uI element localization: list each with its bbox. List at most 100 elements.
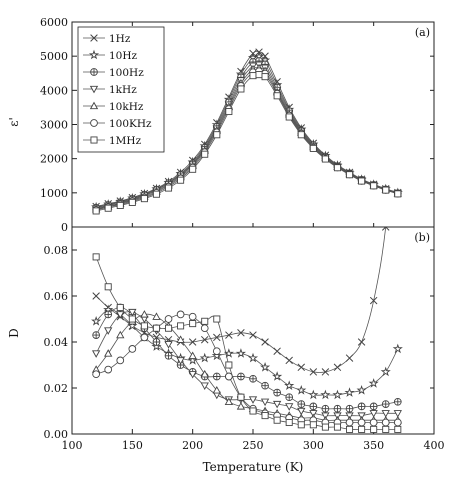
data-point-b-100hz [212, 372, 221, 381]
data-point-a-1mhz [152, 190, 160, 198]
data-point-a-1mhz [297, 131, 305, 139]
legend-marker [90, 34, 98, 42]
data-point-b-10khz [140, 310, 149, 318]
y-tick-label-b: 0.00 [44, 428, 69, 441]
data-point-b-1hz [357, 338, 366, 346]
data-point-b-1mhz [213, 315, 221, 323]
data-point-b-100hz [285, 393, 294, 401]
data-point-b-100hz [393, 398, 402, 406]
legend-marker [90, 119, 98, 127]
data-point-b-1mhz [333, 423, 341, 431]
data-point-b-100hz [261, 381, 269, 390]
data-point-a-1mhz [382, 186, 390, 194]
data-point-b-1mhz [92, 253, 100, 261]
legend: 1Hz 10Hz 100Hz 1kHz 10kHz 100KHz 1MHz [77, 26, 165, 153]
data-point-b-1khz [369, 410, 378, 418]
data-point-b-1hz [213, 333, 221, 342]
data-point-b-1mhz [382, 425, 390, 433]
legend-marker [89, 101, 99, 110]
data-point-a-1mhz [140, 195, 148, 203]
panel-b-y-axis-label: D [7, 328, 21, 338]
data-point-b-1khz [104, 327, 113, 335]
data-point-b-1mhz [225, 361, 233, 369]
data-point-b-100khz [369, 418, 378, 427]
data-point-b-1hz [261, 338, 269, 346]
data-point-b-1khz [176, 357, 185, 365]
data-point-b-100hz [152, 338, 161, 346]
data-point-b-100khz [92, 370, 100, 379]
data-point-b-100hz [237, 372, 245, 381]
data-point-b-1khz [116, 311, 125, 319]
data-point-b-1mhz [128, 315, 136, 323]
data-point-b-1mhz [152, 324, 160, 332]
x-tick-label: 250 [243, 439, 264, 452]
panel-b-series [91, 86, 403, 433]
data-point-b-1mhz [249, 407, 257, 415]
data-point-a-1mhz [201, 150, 209, 158]
data-point-b-1khz [381, 410, 390, 418]
data-point-b-10khz [152, 312, 161, 320]
data-point-a-1mhz [333, 164, 341, 172]
data-point-b-10khz [188, 351, 197, 359]
legend-entry: 1Hz [109, 33, 131, 45]
y-tick-label-a: 3000 [40, 119, 68, 132]
data-point-b-100hz [333, 404, 342, 413]
data-point-b-1hz [369, 296, 378, 305]
data-point-b-10khz [236, 402, 246, 410]
data-point-a-1mhz [255, 71, 263, 79]
data-point-b-100hz [273, 388, 281, 397]
data-point-b-100khz [188, 312, 197, 321]
data-point-b-1khz [128, 308, 137, 317]
data-point-a-1mhz [237, 85, 245, 93]
y-tick-label-a: 0 [61, 221, 68, 234]
data-point-a-1mhz [92, 207, 100, 215]
data-point-b-10hz [296, 384, 307, 395]
data-point-b-1hz [285, 356, 293, 365]
data-point-b-10khz [176, 335, 185, 343]
data-point-b-100hz [381, 400, 390, 408]
data-point-b-1hz [309, 368, 318, 376]
data-point-a-1mhz [285, 113, 293, 121]
data-point-b-10hz [284, 380, 295, 390]
data-point-a-1mhz [394, 190, 402, 198]
data-point-b-1khz [272, 400, 282, 409]
data-point-b-1mhz [273, 416, 281, 424]
data-point-a-1mhz [249, 72, 257, 80]
data-point-b-10hz [223, 348, 234, 358]
data-point-b-100khz [345, 418, 354, 427]
data-point-b-100hz [164, 352, 173, 360]
legend-marker [90, 68, 98, 76]
y-tick-label-a: 2000 [40, 153, 68, 166]
y-tick-label-a: 1000 [40, 187, 68, 200]
data-point-b-1hz [394, 86, 401, 93]
data-point-b-100hz [309, 402, 318, 411]
data-point-b-1hz [249, 331, 257, 339]
data-point-a-1mhz [165, 184, 173, 192]
data-point-b-1hz [297, 363, 306, 372]
y-tick-label-b: 0.08 [44, 244, 69, 257]
y-tick-label-b: 0.06 [44, 290, 69, 303]
data-point-b-1mhz [285, 418, 293, 427]
data-point-b-10hz [127, 320, 138, 331]
data-point-b-10hz [392, 343, 403, 354]
data-point-b-100hz [249, 375, 257, 383]
data-point-b-100khz [176, 310, 185, 319]
data-point-b-1mhz [370, 425, 378, 433]
data-point-b-1mhz [104, 283, 112, 291]
data-point-b-1khz [260, 398, 270, 407]
data-point-b-100khz [128, 345, 137, 353]
data-point-a-1mhz [273, 92, 281, 100]
data-point-b-100hz [104, 310, 113, 319]
data-point-b-100hz [92, 331, 100, 339]
data-point-b-1mhz [201, 317, 209, 325]
axis-ticks: 100 150 200 250 300 350 4000100020003000400050… [40, 16, 445, 452]
data-point-b-10hz [332, 389, 343, 400]
data-point-b-100khz [357, 418, 366, 427]
x-tick-label: 350 [363, 439, 384, 452]
data-point-b-10hz [260, 361, 271, 372]
data-point-b-100khz [116, 356, 125, 365]
data-point-b-1khz [297, 407, 306, 416]
data-point-b-10hz [187, 355, 198, 365]
data-point-b-10hz [199, 352, 210, 363]
